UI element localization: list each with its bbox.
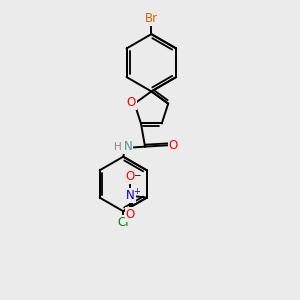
Text: N: N (126, 189, 135, 202)
Text: H: H (114, 142, 122, 152)
Text: −: − (133, 170, 140, 179)
Text: O: O (169, 139, 178, 152)
Text: O: O (127, 96, 136, 109)
Text: N: N (124, 140, 133, 153)
Text: O: O (126, 169, 135, 183)
Text: Cl: Cl (117, 216, 129, 229)
Text: O: O (126, 208, 135, 221)
Text: Br: Br (145, 12, 158, 25)
Text: +: + (133, 187, 140, 196)
